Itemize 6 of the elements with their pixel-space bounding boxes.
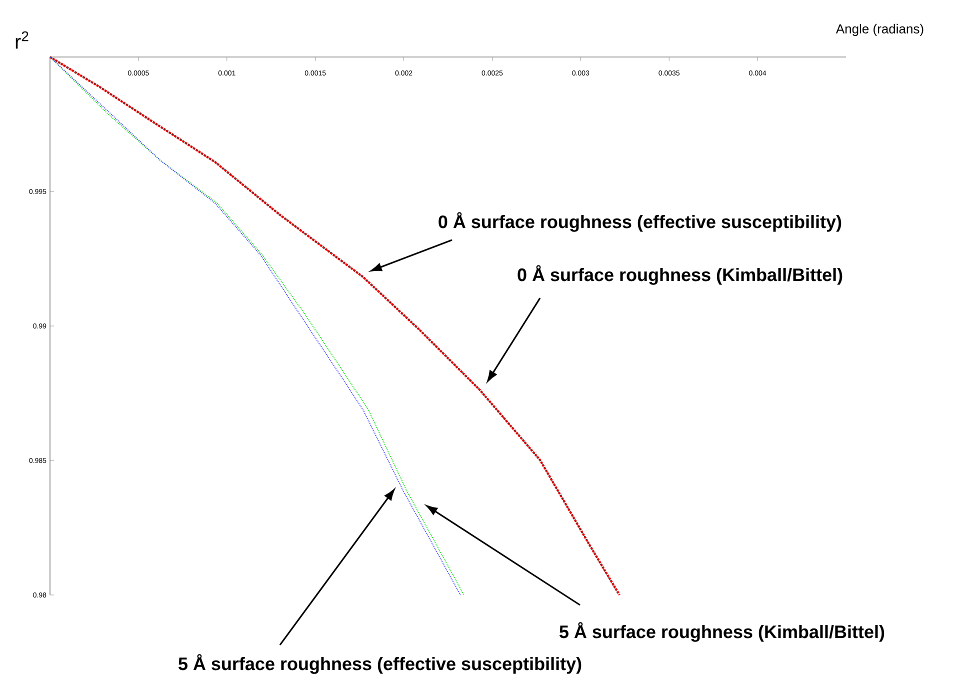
text: 5 Å surface roughness (effective susceptibility) — [178, 654, 582, 674]
x-axis-title: Angle (radians) — [836, 24, 924, 36]
annotation: 0 Å surface roughness (Kimball/Bittel) — [518, 265, 842, 285]
annotation: 0 Å surface roughness (effective susceptibility) — [438, 212, 842, 232]
text: 5 Å surface roughness (Kimball/Bittel) — [559, 622, 884, 642]
y-axis-title: r$^{2}$ — [16, 31, 28, 49]
